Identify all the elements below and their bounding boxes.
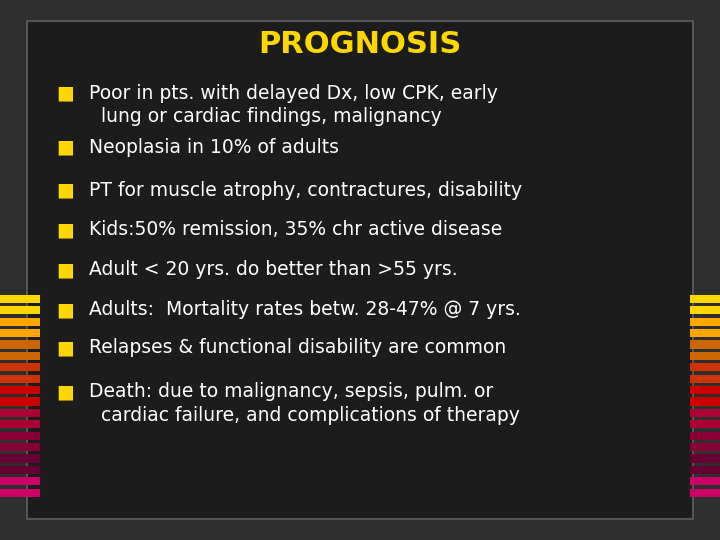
Bar: [690, 420, 720, 428]
Bar: [0, 363, 40, 372]
Bar: [0, 466, 40, 474]
Text: Adults:  Mortality rates betw. 28-47% @ 7 yrs.: Adults: Mortality rates betw. 28-47% @ 7…: [83, 300, 521, 319]
Bar: [690, 318, 720, 326]
Text: Neoplasia in 10% of adults: Neoplasia in 10% of adults: [83, 138, 339, 157]
Text: PROGNOSIS: PROGNOSIS: [258, 30, 462, 59]
Bar: [0, 340, 40, 349]
Bar: [0, 431, 40, 440]
Text: ■: ■: [56, 181, 73, 200]
Bar: [0, 329, 40, 337]
Text: Death: due to malignancy, sepsis, pulm. or
   cardiac failure, and complications: Death: due to malignancy, sepsis, pulm. …: [83, 382, 520, 425]
Bar: [0, 454, 40, 463]
Bar: [0, 443, 40, 451]
Bar: [690, 409, 720, 417]
Bar: [690, 466, 720, 474]
Bar: [0, 477, 40, 485]
Bar: [0, 397, 40, 406]
Bar: [690, 295, 720, 303]
Bar: [0, 386, 40, 394]
Text: ■: ■: [56, 382, 73, 401]
Text: PT for muscle atrophy, contractures, disability: PT for muscle atrophy, contractures, dis…: [83, 181, 522, 200]
Text: Kids:50% remission, 35% chr active disease: Kids:50% remission, 35% chr active disea…: [83, 220, 502, 239]
Bar: [690, 454, 720, 463]
Bar: [690, 340, 720, 349]
Bar: [690, 363, 720, 372]
Bar: [0, 295, 40, 303]
Text: Relapses & functional disability are common: Relapses & functional disability are com…: [83, 338, 506, 357]
Bar: [690, 386, 720, 394]
Bar: [690, 397, 720, 406]
Text: ■: ■: [56, 300, 73, 319]
Bar: [0, 409, 40, 417]
Bar: [0, 352, 40, 360]
Bar: [690, 477, 720, 485]
Bar: [690, 443, 720, 451]
Bar: [690, 431, 720, 440]
Bar: [0, 306, 40, 314]
Bar: [0, 420, 40, 428]
Bar: [690, 489, 720, 497]
Bar: [690, 352, 720, 360]
Text: ■: ■: [56, 338, 73, 357]
Text: ■: ■: [56, 220, 73, 239]
Bar: [0, 318, 40, 326]
Text: ■: ■: [56, 260, 73, 279]
Bar: [0, 489, 40, 497]
Text: ■: ■: [56, 138, 73, 157]
Text: ■: ■: [56, 84, 73, 103]
Text: Adult < 20 yrs. do better than >55 yrs.: Adult < 20 yrs. do better than >55 yrs.: [83, 260, 457, 279]
Bar: [690, 329, 720, 337]
Bar: [0, 375, 40, 383]
Bar: [690, 306, 720, 314]
Bar: [690, 375, 720, 383]
Text: Poor in pts. with delayed Dx, low CPK, early
   lung or cardiac findings, malign: Poor in pts. with delayed Dx, low CPK, e…: [83, 84, 498, 126]
